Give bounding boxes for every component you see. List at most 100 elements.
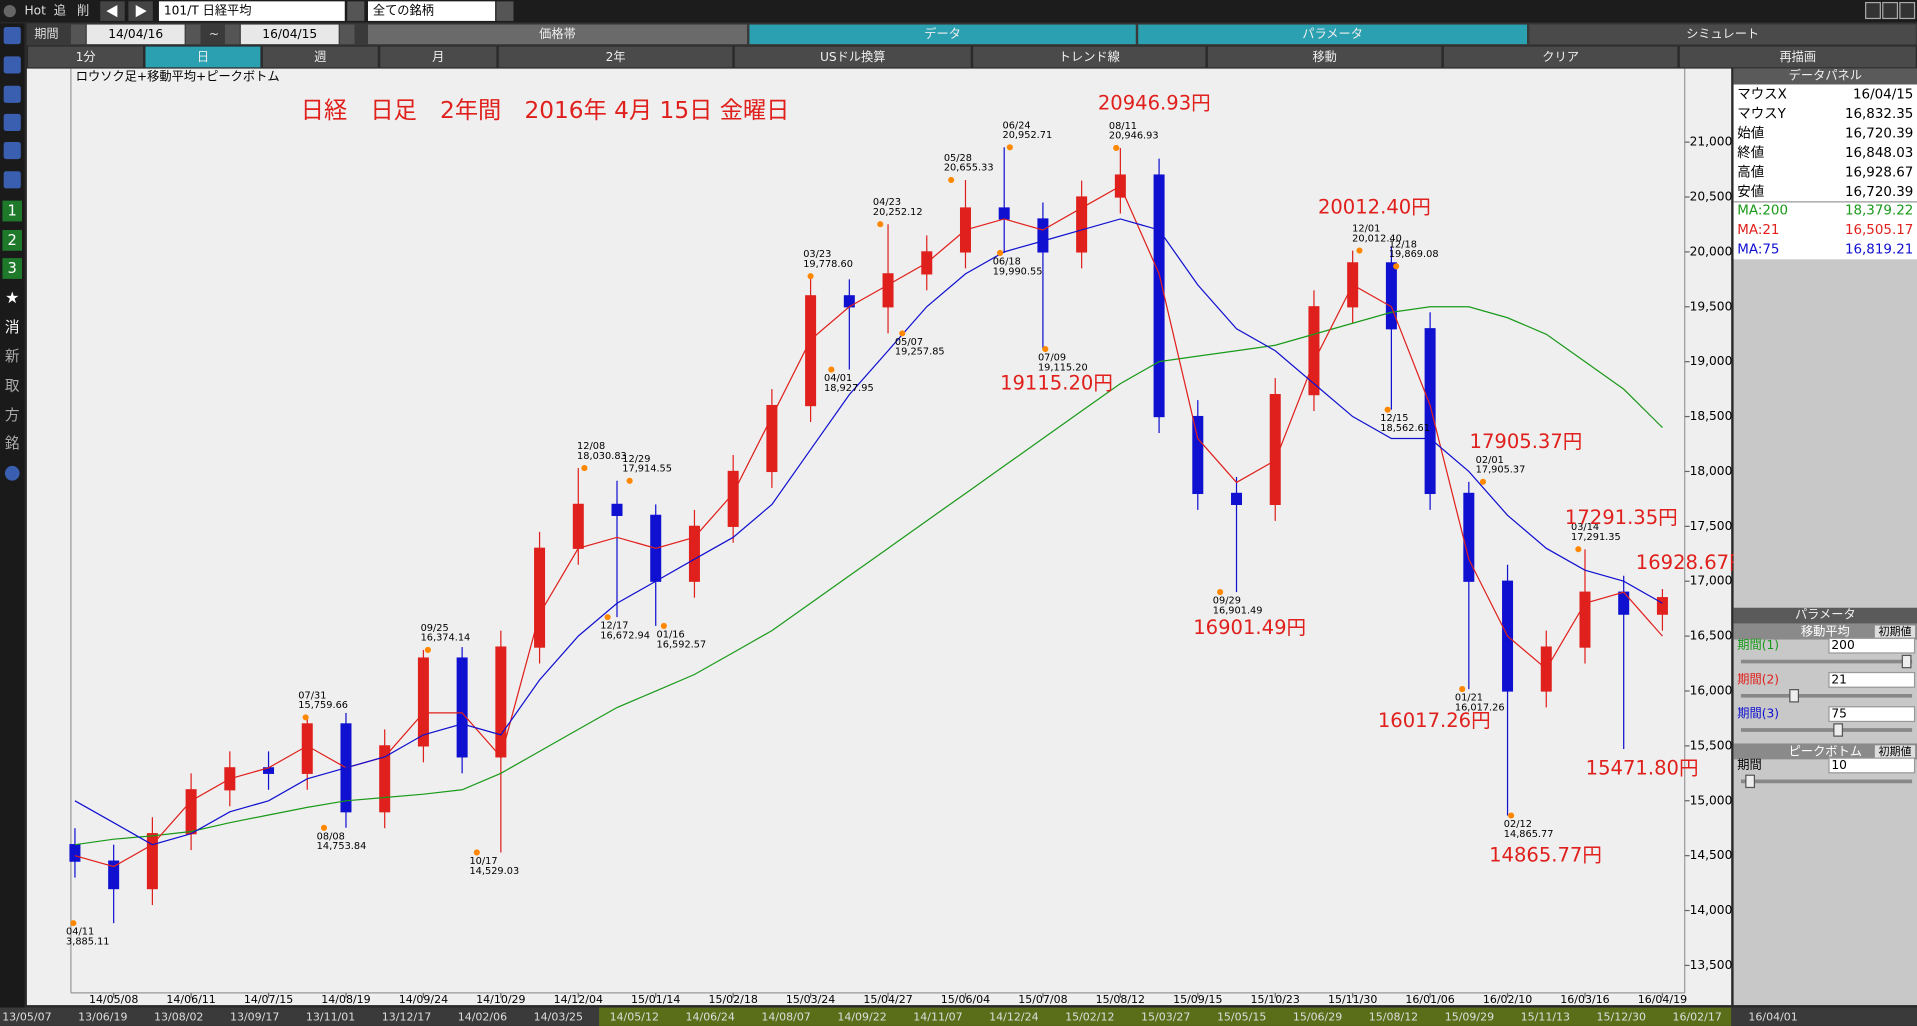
peak-date: 01/16 bbox=[657, 630, 685, 641]
slider-thumb[interactable] bbox=[1901, 654, 1912, 669]
y-tick-label: 18,000 bbox=[1690, 464, 1733, 478]
gear-icon[interactable] bbox=[4, 465, 20, 481]
button[interactable] bbox=[1443, 46, 1678, 68]
y-tick-label: 19,000 bbox=[1690, 354, 1733, 368]
button[interactable] bbox=[145, 46, 261, 68]
peak-value: 18,927.95 bbox=[824, 383, 874, 394]
tab[interactable] bbox=[749, 24, 1136, 45]
symbol-dropdown[interactable] bbox=[347, 1, 365, 21]
y-tick-label: 17,000 bbox=[1690, 574, 1733, 588]
peak-dot bbox=[424, 646, 431, 653]
peak-dot bbox=[70, 920, 77, 927]
section-title: 移動平均 bbox=[1801, 625, 1850, 639]
button[interactable] bbox=[380, 46, 497, 68]
button[interactable] bbox=[1679, 46, 1916, 68]
tool-label[interactable]: 1 bbox=[8, 203, 17, 220]
peak-dot bbox=[1217, 588, 1224, 596]
tool-icon[interactable] bbox=[3, 113, 21, 131]
universe-box[interactable] bbox=[367, 1, 496, 21]
button-label: 移動 bbox=[1312, 50, 1336, 64]
param-input[interactable] bbox=[1828, 637, 1916, 654]
peak-date: 06/18 bbox=[993, 257, 1021, 268]
tool-icon[interactable] bbox=[3, 27, 21, 45]
tool-icon[interactable] bbox=[2, 200, 23, 222]
peak-value: 16,374.14 bbox=[421, 633, 471, 644]
to-box[interactable] bbox=[240, 24, 339, 45]
candle-body bbox=[417, 657, 429, 747]
peak-value: 19,869.08 bbox=[1389, 249, 1439, 260]
peak-dot bbox=[997, 249, 1004, 257]
overview-date: 13/06/19 bbox=[78, 1010, 127, 1023]
overview-window[interactable] bbox=[599, 1007, 1732, 1026]
tab[interactable] bbox=[1138, 24, 1527, 45]
button-label: 2年 bbox=[606, 50, 626, 64]
panel-value: 16,720.39 bbox=[1845, 185, 1913, 200]
tool-label[interactable]: 3 bbox=[8, 260, 17, 277]
peak-dot bbox=[1575, 546, 1582, 553]
button-label: クリア bbox=[1542, 50, 1579, 64]
button[interactable] bbox=[1207, 46, 1442, 68]
tool-icon[interactable] bbox=[3, 171, 21, 189]
universe-dropdown[interactable] bbox=[496, 1, 514, 21]
peak-dot bbox=[1384, 406, 1391, 413]
panel-key: 高値 bbox=[1737, 164, 1764, 181]
button-label: 日 bbox=[197, 50, 209, 64]
add-button[interactable]: 追 bbox=[54, 3, 66, 18]
minimize-button[interactable] bbox=[1865, 1, 1881, 20]
peak-dot bbox=[660, 622, 667, 630]
star-icon: ★ bbox=[5, 288, 19, 307]
delete-button[interactable]: 削 bbox=[77, 4, 89, 18]
panel-value: 16/04/15 bbox=[1853, 87, 1913, 102]
symbol: 101/T 日経平均 bbox=[164, 4, 252, 18]
to-next[interactable] bbox=[339, 24, 355, 45]
overview-date: 15/02/12 bbox=[1065, 1010, 1114, 1023]
tab[interactable] bbox=[367, 24, 747, 45]
tool-label[interactable]: 2 bbox=[8, 232, 17, 249]
param-value: 10 bbox=[1831, 758, 1847, 772]
peak-value: 16,901.49 bbox=[1213, 605, 1263, 616]
tool-icon[interactable] bbox=[3, 56, 21, 74]
button[interactable] bbox=[973, 46, 1206, 68]
slider-thumb[interactable] bbox=[1789, 689, 1800, 703]
candle-body bbox=[1269, 394, 1281, 505]
peak-value: 20,946.93 bbox=[1109, 131, 1159, 142]
overview-date: 14/02/06 bbox=[458, 1010, 507, 1023]
peak-dot bbox=[1508, 812, 1515, 819]
button[interactable] bbox=[734, 46, 971, 68]
button[interactable] bbox=[498, 46, 733, 68]
button[interactable] bbox=[28, 46, 144, 68]
param-input[interactable] bbox=[1828, 706, 1916, 723]
overview-dates: 13/05/07 13/06/19 13/08/02 13/09/17 13/11/01… bbox=[2, 1010, 1798, 1023]
from-next[interactable] bbox=[185, 24, 201, 45]
overview-date: 13/09/17 bbox=[230, 1010, 279, 1023]
from-prev[interactable] bbox=[70, 24, 86, 45]
tool-icon[interactable] bbox=[2, 229, 23, 251]
peak-value: 17,914.55 bbox=[622, 464, 672, 475]
param-input[interactable] bbox=[1828, 757, 1916, 774]
candle-body bbox=[1153, 174, 1165, 418]
tool-icon[interactable] bbox=[2, 258, 23, 279]
tab[interactable] bbox=[1529, 24, 1916, 45]
close-button[interactable] bbox=[1899, 1, 1916, 20]
tool-icon[interactable] bbox=[3, 141, 21, 160]
overview-date: 14/09/22 bbox=[837, 1010, 886, 1023]
peak-date: 04/23 bbox=[873, 197, 901, 208]
from-box[interactable] bbox=[86, 24, 185, 45]
slider-thumb[interactable] bbox=[1745, 774, 1756, 789]
to-prev[interactable] bbox=[224, 24, 240, 45]
ma-name: MA:21 bbox=[1737, 223, 1779, 238]
peak-date: 12/18 bbox=[1389, 239, 1417, 250]
button[interactable] bbox=[262, 46, 378, 68]
peak-dot bbox=[1042, 345, 1049, 353]
tool-icon[interactable] bbox=[3, 85, 21, 103]
peak-value: 14,753.84 bbox=[317, 841, 367, 852]
ma-value: 16,505.17 bbox=[1845, 223, 1913, 238]
bulb-icon[interactable] bbox=[3, 5, 16, 18]
symbol-box[interactable] bbox=[158, 1, 345, 21]
slider-thumb[interactable] bbox=[1833, 723, 1844, 737]
hot-button[interactable]: Hot bbox=[24, 4, 46, 18]
param-input[interactable] bbox=[1828, 671, 1916, 688]
plot: 13,500 14,000 14,500 15,000 15,500 16,000 16,5… bbox=[66, 92, 1749, 1007]
x-tick-label: 16/04/19 bbox=[1638, 993, 1687, 1006]
maximize-button[interactable] bbox=[1882, 1, 1899, 20]
